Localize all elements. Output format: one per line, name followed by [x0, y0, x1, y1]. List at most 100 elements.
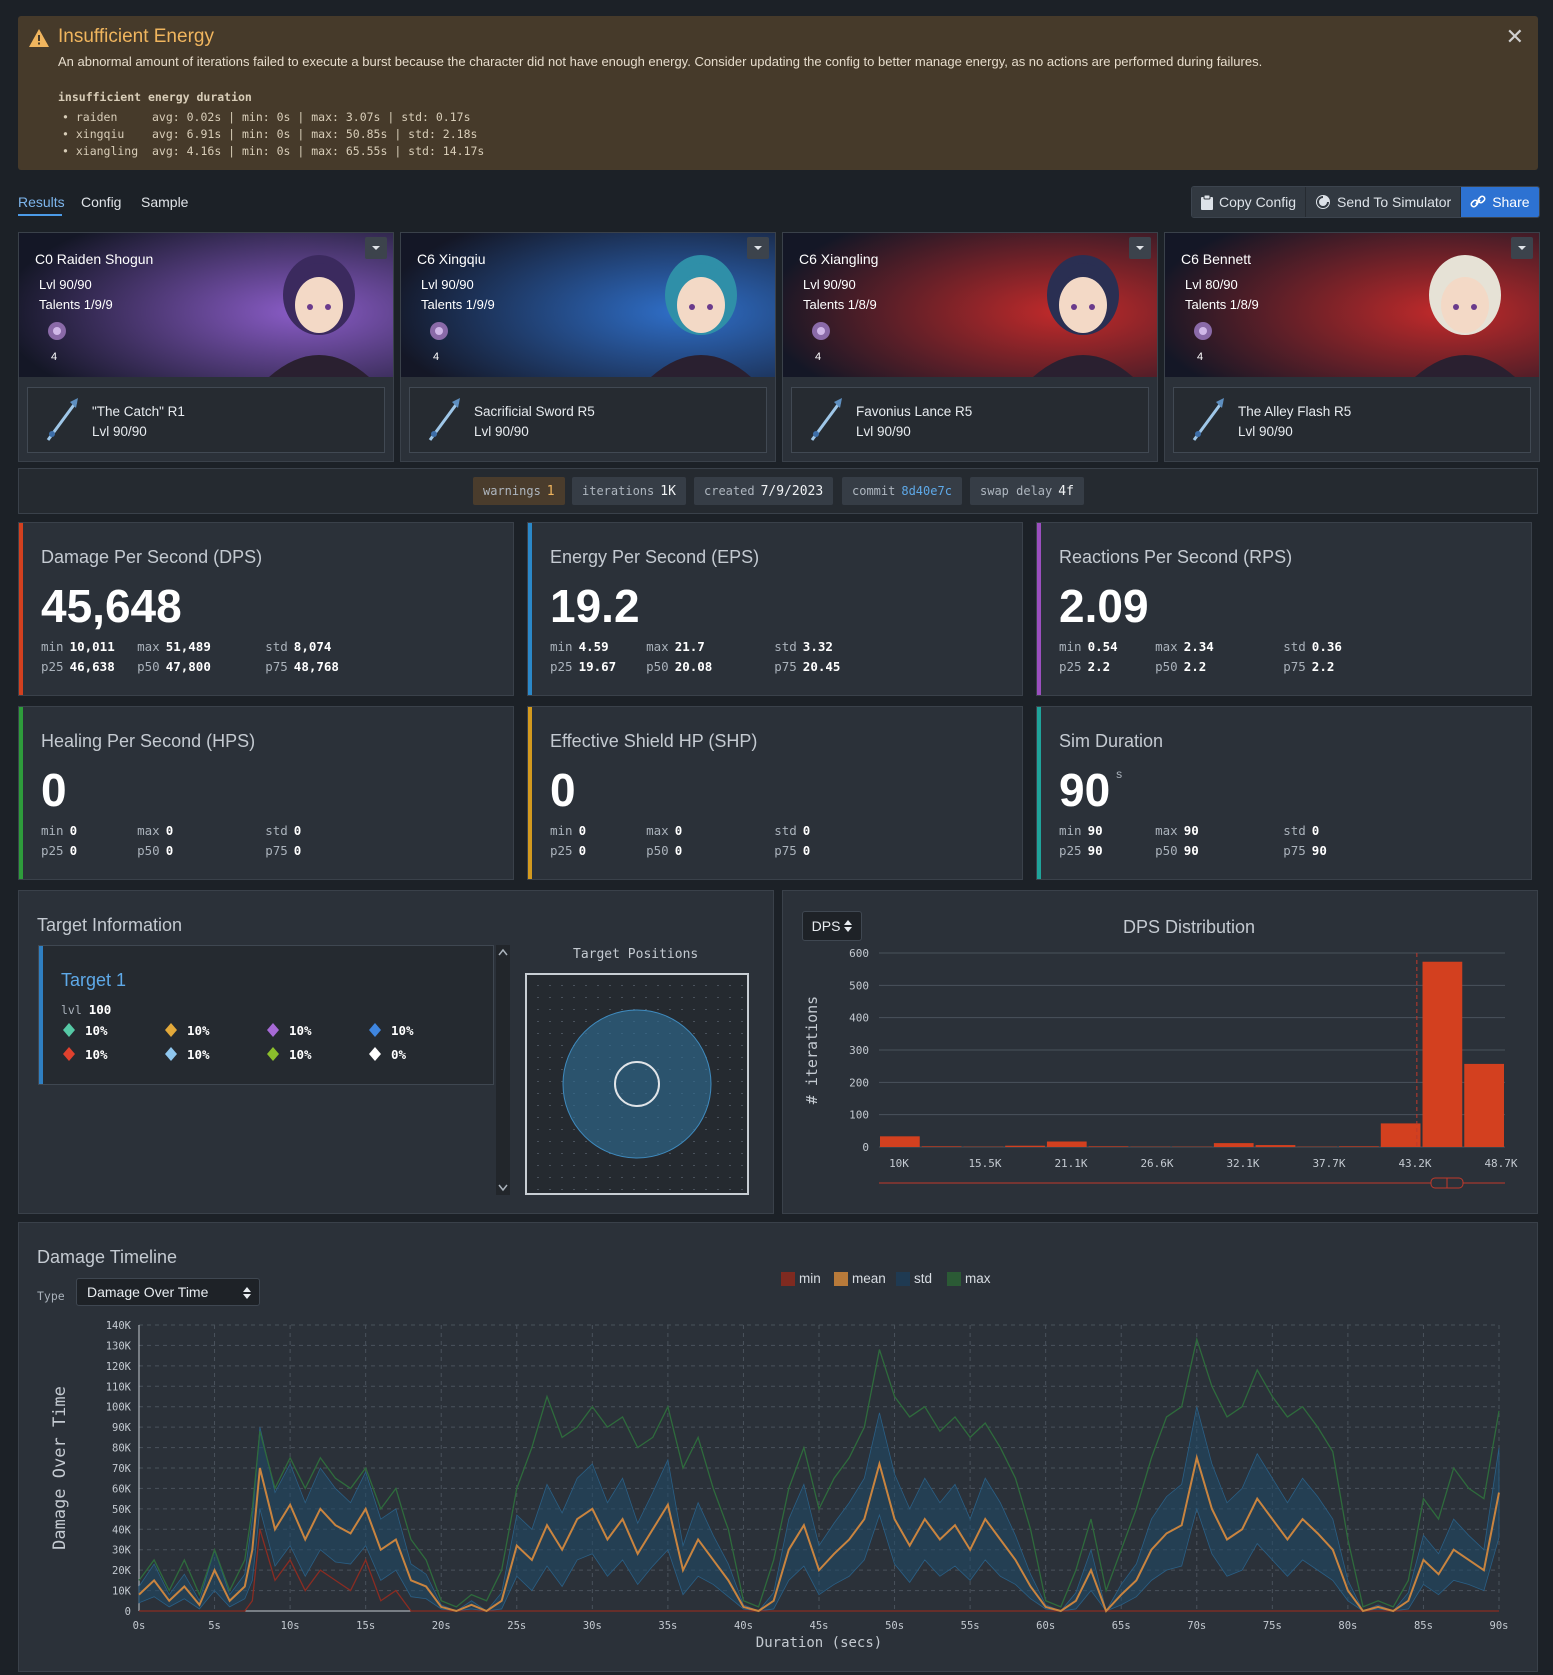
character-dropdown-button[interactable]	[1511, 237, 1533, 259]
histogram-bar	[1464, 1063, 1505, 1147]
stat-percentile-row: p25 2.2 p50 2.2 p75 2.2	[1059, 659, 1335, 674]
scrollbar[interactable]	[496, 945, 510, 1195]
legend-item-mean[interactable]: mean	[834, 1271, 886, 1286]
x-tick-label: 15s	[356, 1620, 375, 1632]
x-tick-label: 90s	[1490, 1620, 1509, 1632]
copy-config-label: Copy Config	[1219, 194, 1297, 210]
artifact-set-icon	[812, 322, 830, 340]
target-resist: 10%	[265, 1046, 312, 1062]
warning-row: • xingqiu avg: 6.91s | min: 0s | max: 50…	[62, 127, 478, 141]
y-tick-label: 300	[849, 1044, 869, 1057]
type-label: Type	[37, 1289, 65, 1303]
histogram-bar	[1213, 1143, 1254, 1147]
artifact-set-icon	[1194, 322, 1212, 340]
character-card: C6 Bennett Lvl 80/90 Talents 1/8/9 4 The…	[1164, 232, 1540, 462]
y-tick-label: 130K	[106, 1340, 132, 1352]
x-tick-label: 80s	[1338, 1620, 1357, 1632]
meta-tag-warnings[interactable]: warnings 1	[473, 477, 565, 505]
y-tick-label: 600	[849, 947, 869, 960]
character-card: C0 Raiden Shogun Lvl 90/90 Talents 1/9/9…	[18, 232, 394, 462]
target-resist: 0%	[367, 1046, 406, 1062]
weapon-icon	[1192, 398, 1224, 441]
tab-results[interactable]: Results	[18, 194, 65, 210]
y-tick-label: 0	[125, 1606, 131, 1618]
character-dropdown-button[interactable]	[747, 237, 769, 259]
clipboard-icon	[1201, 194, 1213, 210]
stat-summary-row: min 0 max 0 std 0	[41, 823, 302, 838]
target-information-panel: Target Information Target 1 lvl 100 10% 1…	[18, 890, 774, 1214]
legend-item-min[interactable]: min	[781, 1271, 821, 1286]
legend-item-max[interactable]: max	[947, 1271, 991, 1286]
tab-sample[interactable]: Sample	[141, 194, 189, 210]
sim-meta-bar: warnings 1 iterations 1K created 7/9/2023 c…	[18, 468, 1538, 514]
histogram-bar	[1046, 1141, 1087, 1147]
histogram-bar	[1088, 1146, 1129, 1147]
chevron-down-icon	[372, 246, 380, 250]
stat-value: 45,648	[41, 580, 182, 632]
refresh-icon	[1316, 195, 1331, 209]
sort-icon	[844, 920, 853, 932]
character-dropdown-button[interactable]	[1129, 237, 1151, 259]
weapon-level: Lvl 90/90	[92, 424, 147, 439]
weapon-level: Lvl 90/90	[474, 424, 529, 439]
character-name: C0 Raiden Shogun	[35, 251, 154, 267]
stat-value: 0	[41, 764, 67, 816]
target-card: Target 1 lvl 100 10% 10% 10% 10% 10% 10% 10% 0%	[38, 945, 494, 1085]
warning-icon	[29, 29, 49, 47]
artifact-set-icon	[48, 322, 66, 340]
series-max-line	[138, 1336, 1500, 1608]
character-portrait	[651, 255, 751, 377]
stat-value: 90 s	[1059, 764, 1123, 816]
stat-label: Sim Duration	[1059, 731, 1164, 751]
x-tick-label: 55s	[961, 1620, 980, 1632]
dps-distribution-panel: DPS DPS Distribution 0 100 200 300 400 500 600…	[782, 890, 1538, 1214]
x-tick-label: 21.1K	[1054, 1157, 1087, 1170]
stat-card: Reactions Per Second (RPS) 2.09 min 0.54 …	[1036, 522, 1532, 696]
artifact-set-icon	[430, 322, 448, 340]
y-tick-label: 10K	[112, 1586, 132, 1598]
character-dropdown-button[interactable]	[365, 237, 387, 259]
character-name: C6 Xingqiu	[417, 251, 486, 267]
character-level: Lvl 90/90	[421, 277, 474, 292]
meta-tag-commit[interactable]: commit 8d40e7c	[842, 477, 962, 505]
x-tick-label: 85s	[1414, 1620, 1433, 1632]
active-tab-indicator	[18, 214, 62, 216]
timeline-type-select[interactable]: Damage Over Time	[76, 1278, 260, 1306]
share-button[interactable]: Share	[1461, 187, 1539, 217]
stat-label: Healing Per Second (HPS)	[41, 731, 256, 751]
stat-percentile-row: p25 46,638 p50 47,800 p75 48,768	[41, 659, 339, 674]
x-tick-label: 60s	[1036, 1620, 1055, 1632]
stat-value: 0	[550, 764, 576, 816]
link-icon	[1470, 195, 1486, 208]
x-tick-label: 48.7K	[1484, 1157, 1517, 1170]
series-min-line	[139, 1529, 1499, 1612]
tab-config[interactable]: Config	[81, 194, 122, 210]
target-resist: 10%	[265, 1022, 312, 1038]
distribution-metric-select[interactable]: DPS	[802, 911, 862, 941]
y-tick-label: 80K	[112, 1443, 132, 1455]
x-tick-label: 40s	[734, 1620, 753, 1632]
x-tick-label: 35s	[658, 1620, 677, 1632]
histogram-bar	[1005, 1145, 1045, 1147]
artifact-set-count: 4	[51, 351, 58, 363]
weapon-card: The Alley Flash R5 Lvl 90/90	[1173, 387, 1531, 453]
weapon-card: Sacrificial Sword R5 Lvl 90/90	[409, 387, 767, 453]
y-tick-label: 200	[849, 1076, 869, 1089]
target-resist: 10%	[163, 1022, 210, 1038]
stat-label: Damage Per Second (DPS)	[41, 547, 263, 567]
damage-timeline-chart: 0 10K 20K 30K 40K 50K 60K 70K 80K 90K 100K 110K 120K…	[50, 1320, 1509, 1651]
legend-item-std[interactable]: std	[896, 1271, 932, 1286]
close-icon[interactable]: ✕	[1505, 24, 1524, 49]
meta-tag-iterations: iterations 1K	[572, 477, 686, 505]
y-tick-label: 30K	[112, 1545, 132, 1557]
stat-card: Damage Per Second (DPS) 45,648 min 10,011…	[18, 522, 514, 696]
y-tick-label: 140K	[106, 1320, 132, 1332]
warning-callout: Insufficient Energy An abnormal amount o…	[18, 16, 1538, 170]
x-tick-label: 30s	[583, 1620, 602, 1632]
warning-title: Insufficient Energy	[58, 26, 214, 47]
artifact-set-count: 4	[1197, 351, 1204, 363]
character-portrait	[1415, 255, 1515, 377]
copy-config-button[interactable]: Copy Config	[1192, 187, 1307, 217]
stat-percentile-row: p25 90 p50 90 p75 90	[1059, 843, 1327, 858]
send-to-simulator-button[interactable]: Send To Simulator	[1306, 187, 1462, 217]
